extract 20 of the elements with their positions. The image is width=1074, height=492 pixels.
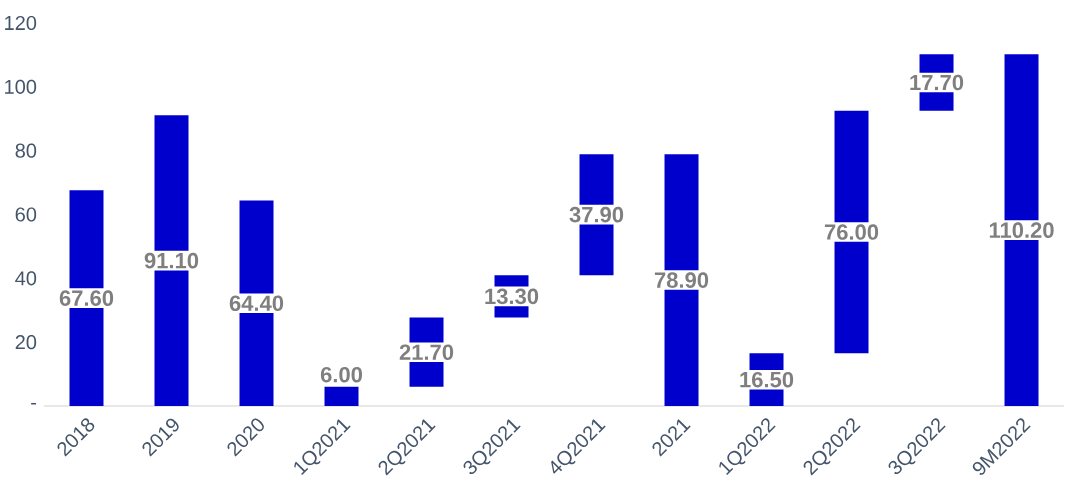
y-tick-label: 80 [15, 143, 37, 158]
data-label: 91.10 [144, 252, 199, 269]
y-tick-label: 100 [5, 79, 37, 94]
y-tick-label: 20 [15, 335, 37, 350]
y-tick-label: 60 [15, 207, 37, 222]
data-label: 64.40 [229, 295, 284, 312]
data-label: 16.50 [740, 371, 794, 388]
data-label: 17.70 [910, 74, 964, 91]
data-label: 6.00 [320, 366, 362, 383]
data-label: 37.90 [569, 206, 624, 223]
y-tick-label: 40 [15, 271, 37, 286]
data-label: 67.60 [59, 290, 114, 306]
data-label: 76.00 [824, 224, 879, 240]
y-tick-label: 120 [5, 15, 37, 31]
data-label: 78.90 [654, 272, 709, 288]
data-label: 13.30 [485, 288, 539, 305]
data-label: 21.70 [399, 344, 454, 361]
data-label: 110.20 [989, 222, 1054, 238]
bar [324, 386, 359, 406]
y-tick-label: - [31, 402, 37, 405]
